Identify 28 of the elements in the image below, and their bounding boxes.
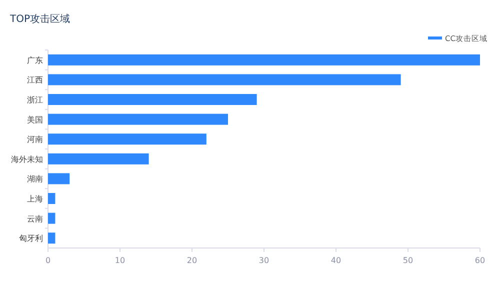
bar	[48, 54, 480, 66]
y-tick-label: 匈牙利	[19, 234, 43, 244]
bar	[48, 134, 206, 145]
bar	[48, 114, 228, 125]
y-tick-label: 江西	[27, 76, 43, 85]
y-tick-label: 湖南	[27, 174, 43, 184]
x-tick-label: 0	[45, 256, 51, 265]
y-tick-label: 河南	[27, 135, 43, 144]
bar	[48, 232, 56, 244]
y-tick-label: 浙江	[27, 96, 43, 104]
bar	[48, 173, 70, 184]
chart-title: TOP攻击区域	[9, 13, 70, 25]
y-tick-label: 广东	[27, 56, 43, 65]
y-tick-label: 云南	[27, 214, 43, 224]
bar	[48, 212, 56, 224]
x-tick-label: 20	[186, 256, 198, 265]
x-tick-label: 10	[114, 256, 126, 265]
bar	[48, 153, 149, 164]
y-tick-label: 海外未知	[11, 154, 43, 164]
bar	[48, 94, 257, 105]
bar	[48, 193, 56, 204]
x-tick-label: 60	[474, 256, 486, 265]
bar	[48, 74, 401, 86]
x-tick-label: 50	[402, 256, 414, 265]
x-tick-label: 40	[330, 256, 342, 265]
y-tick-label: 美国	[27, 115, 43, 124]
x-tick-label: 30	[258, 256, 270, 265]
y-tick-label: 上海	[27, 194, 43, 204]
